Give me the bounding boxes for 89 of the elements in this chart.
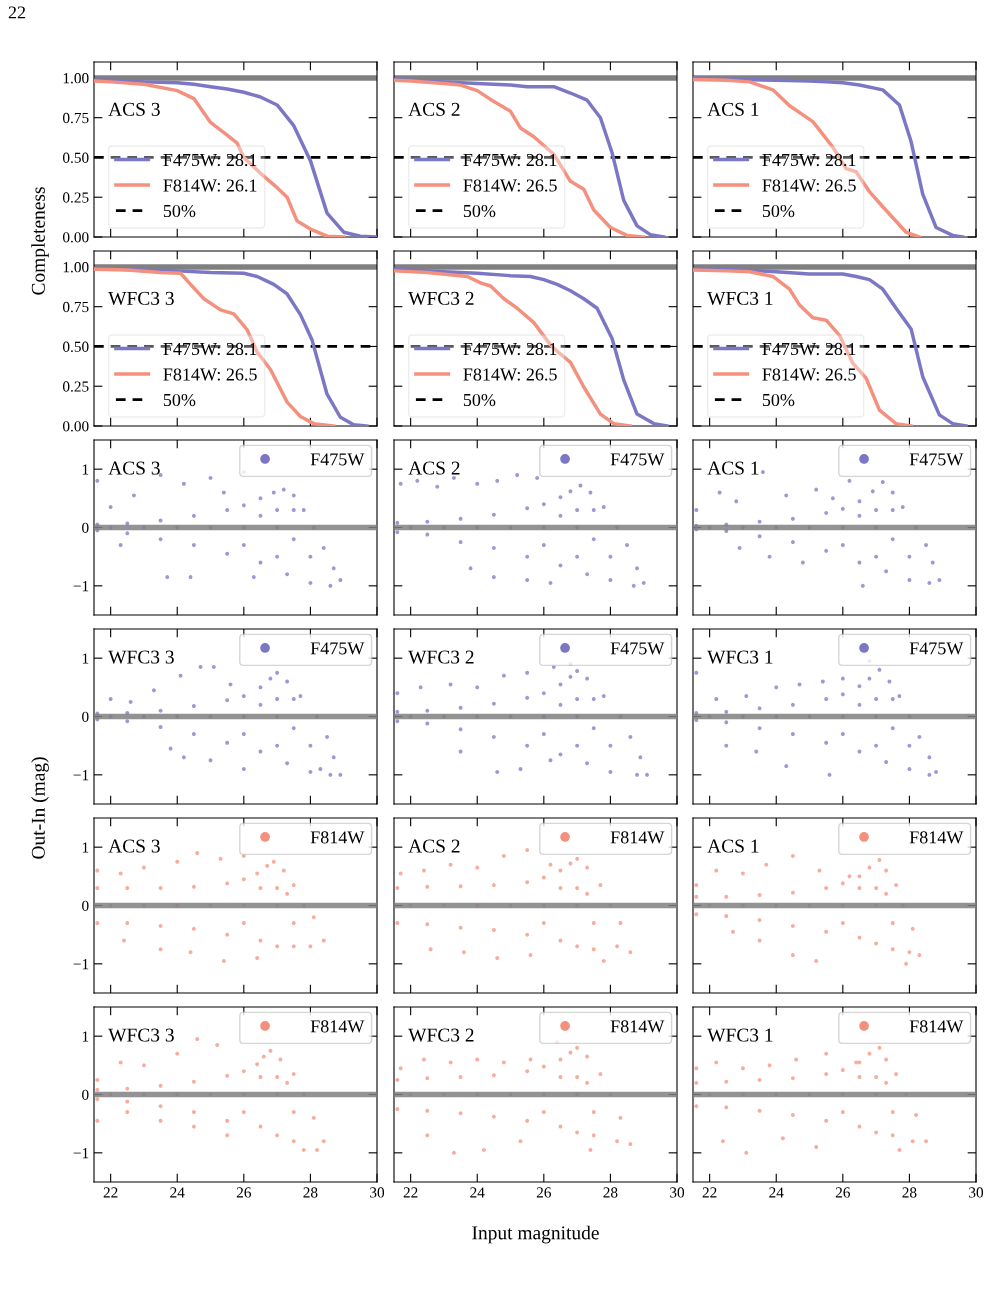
legend-label: F475W: 28.1	[762, 153, 856, 167]
x-tick-label: 24	[170, 1187, 185, 1198]
legend-label: F475W	[610, 453, 665, 466]
y-tick-label: 0.75	[62, 301, 89, 313]
y-tick-label: 0.00	[62, 232, 89, 243]
y-tick-label: −1	[73, 581, 89, 592]
x-tick-label: 30	[670, 1187, 685, 1198]
y-axis-title: Completeness	[31, 187, 49, 295]
y-tick-label: 1	[82, 842, 89, 853]
y-tick-label: 1	[82, 653, 89, 664]
annotation: WFC3 2	[408, 291, 474, 305]
annotation: WFC3 1	[707, 1028, 773, 1042]
legend-label: F475W	[909, 642, 964, 655]
annotation: WFC3 1	[707, 650, 773, 664]
legend-label: F814W: 26.5	[762, 368, 856, 381]
annotation: ACS 1	[707, 839, 759, 853]
x-tick-label: 22	[403, 1187, 418, 1198]
legend-label: F814W: 26.5	[463, 179, 557, 192]
annotation: WFC3 3	[108, 1028, 174, 1042]
legend-label: F814W	[610, 831, 665, 844]
y-tick-label: 0	[82, 1089, 89, 1100]
annotation: ACS 1	[707, 461, 759, 475]
legend-label: F814W	[909, 1020, 964, 1033]
x-tick-label: 26	[835, 1187, 851, 1198]
annotation: WFC3 1	[707, 291, 773, 305]
x-tick-label: 30	[969, 1187, 984, 1198]
y-tick-label: 1	[82, 1031, 89, 1042]
y-axis-title: Out-In (mag)	[31, 757, 49, 859]
y-tick-label: 1.00	[63, 73, 89, 84]
legend-label: F814W	[909, 831, 964, 844]
y-tick-label: 0	[82, 522, 89, 533]
legend-label: 50%	[762, 204, 795, 218]
annotation: WFC3 2	[408, 650, 474, 664]
y-tick-label: 0	[82, 900, 89, 911]
legend-label: F814W	[310, 1020, 365, 1033]
y-tick-label: 0.50	[62, 152, 89, 163]
annotation: ACS 3	[108, 102, 160, 116]
y-tick-label: −1	[73, 1148, 89, 1159]
y-tick-label: 0.00	[62, 421, 89, 432]
legend-label: 50%	[463, 204, 496, 218]
y-tick-label: 1	[82, 464, 89, 475]
legend-label: F475W: 28.1	[463, 153, 557, 167]
legend-label: F814W: 26.1	[163, 179, 257, 192]
annotation: ACS 1	[707, 102, 759, 116]
y-tick-label: 0.50	[62, 341, 89, 352]
y-tick-label: 1.00	[63, 262, 89, 273]
legend-label: F475W	[909, 453, 964, 466]
y-tick-label: −1	[73, 770, 89, 781]
legend-label: 50%	[163, 204, 196, 218]
annotation: ACS 2	[408, 102, 460, 116]
annotation: ACS 2	[408, 461, 460, 475]
y-tick-label: 0.25	[62, 381, 89, 392]
legend-label: 50%	[762, 393, 795, 407]
x-tick-label: 28	[902, 1187, 917, 1198]
annotation: WFC3 3	[108, 650, 174, 664]
x-tick-label: 22	[702, 1187, 717, 1198]
legend-label: 50%	[163, 393, 196, 407]
text: 22	[8, 6, 26, 19]
legend-label: F814W	[610, 1020, 665, 1033]
legend-label: F814W: 26.5	[762, 179, 856, 192]
legend-label: F475W: 28.1	[163, 342, 257, 356]
annotation: ACS 3	[108, 461, 160, 475]
legend-label: F475W: 28.1	[463, 342, 557, 356]
legend-label: F814W: 26.5	[463, 368, 557, 381]
y-tick-label: 0.75	[62, 112, 89, 124]
annotation: WFC3 2	[408, 1028, 474, 1042]
legend-label: 50%	[463, 393, 496, 407]
legend-label: F814W	[310, 831, 365, 844]
y-tick-label: −1	[73, 959, 89, 970]
x-axis-title: Input magnitude	[472, 1225, 599, 1244]
x-tick-label: 28	[603, 1187, 618, 1198]
x-tick-label: 30	[370, 1187, 385, 1198]
annotation: WFC3 3	[108, 291, 174, 305]
x-tick-label: 26	[236, 1187, 252, 1198]
annotation: ACS 3	[108, 839, 160, 853]
legend-label: F475W	[310, 642, 365, 655]
y-tick-label: 0	[82, 711, 89, 722]
y-tick-label: 0.25	[62, 192, 89, 203]
x-tick-label: 28	[303, 1187, 318, 1198]
legend-label: F475W	[610, 642, 665, 655]
x-tick-label: 24	[470, 1187, 485, 1198]
legend-label: F475W: 28.1	[762, 342, 856, 356]
x-tick-label: 26	[536, 1187, 552, 1198]
x-tick-label: 22	[103, 1187, 118, 1198]
annotation: ACS 2	[408, 839, 460, 853]
x-tick-label: 24	[769, 1187, 784, 1198]
legend-label: F475W	[310, 453, 365, 466]
legend-label: F475W: 28.1	[163, 153, 257, 167]
legend-label: F814W: 26.5	[163, 368, 257, 381]
